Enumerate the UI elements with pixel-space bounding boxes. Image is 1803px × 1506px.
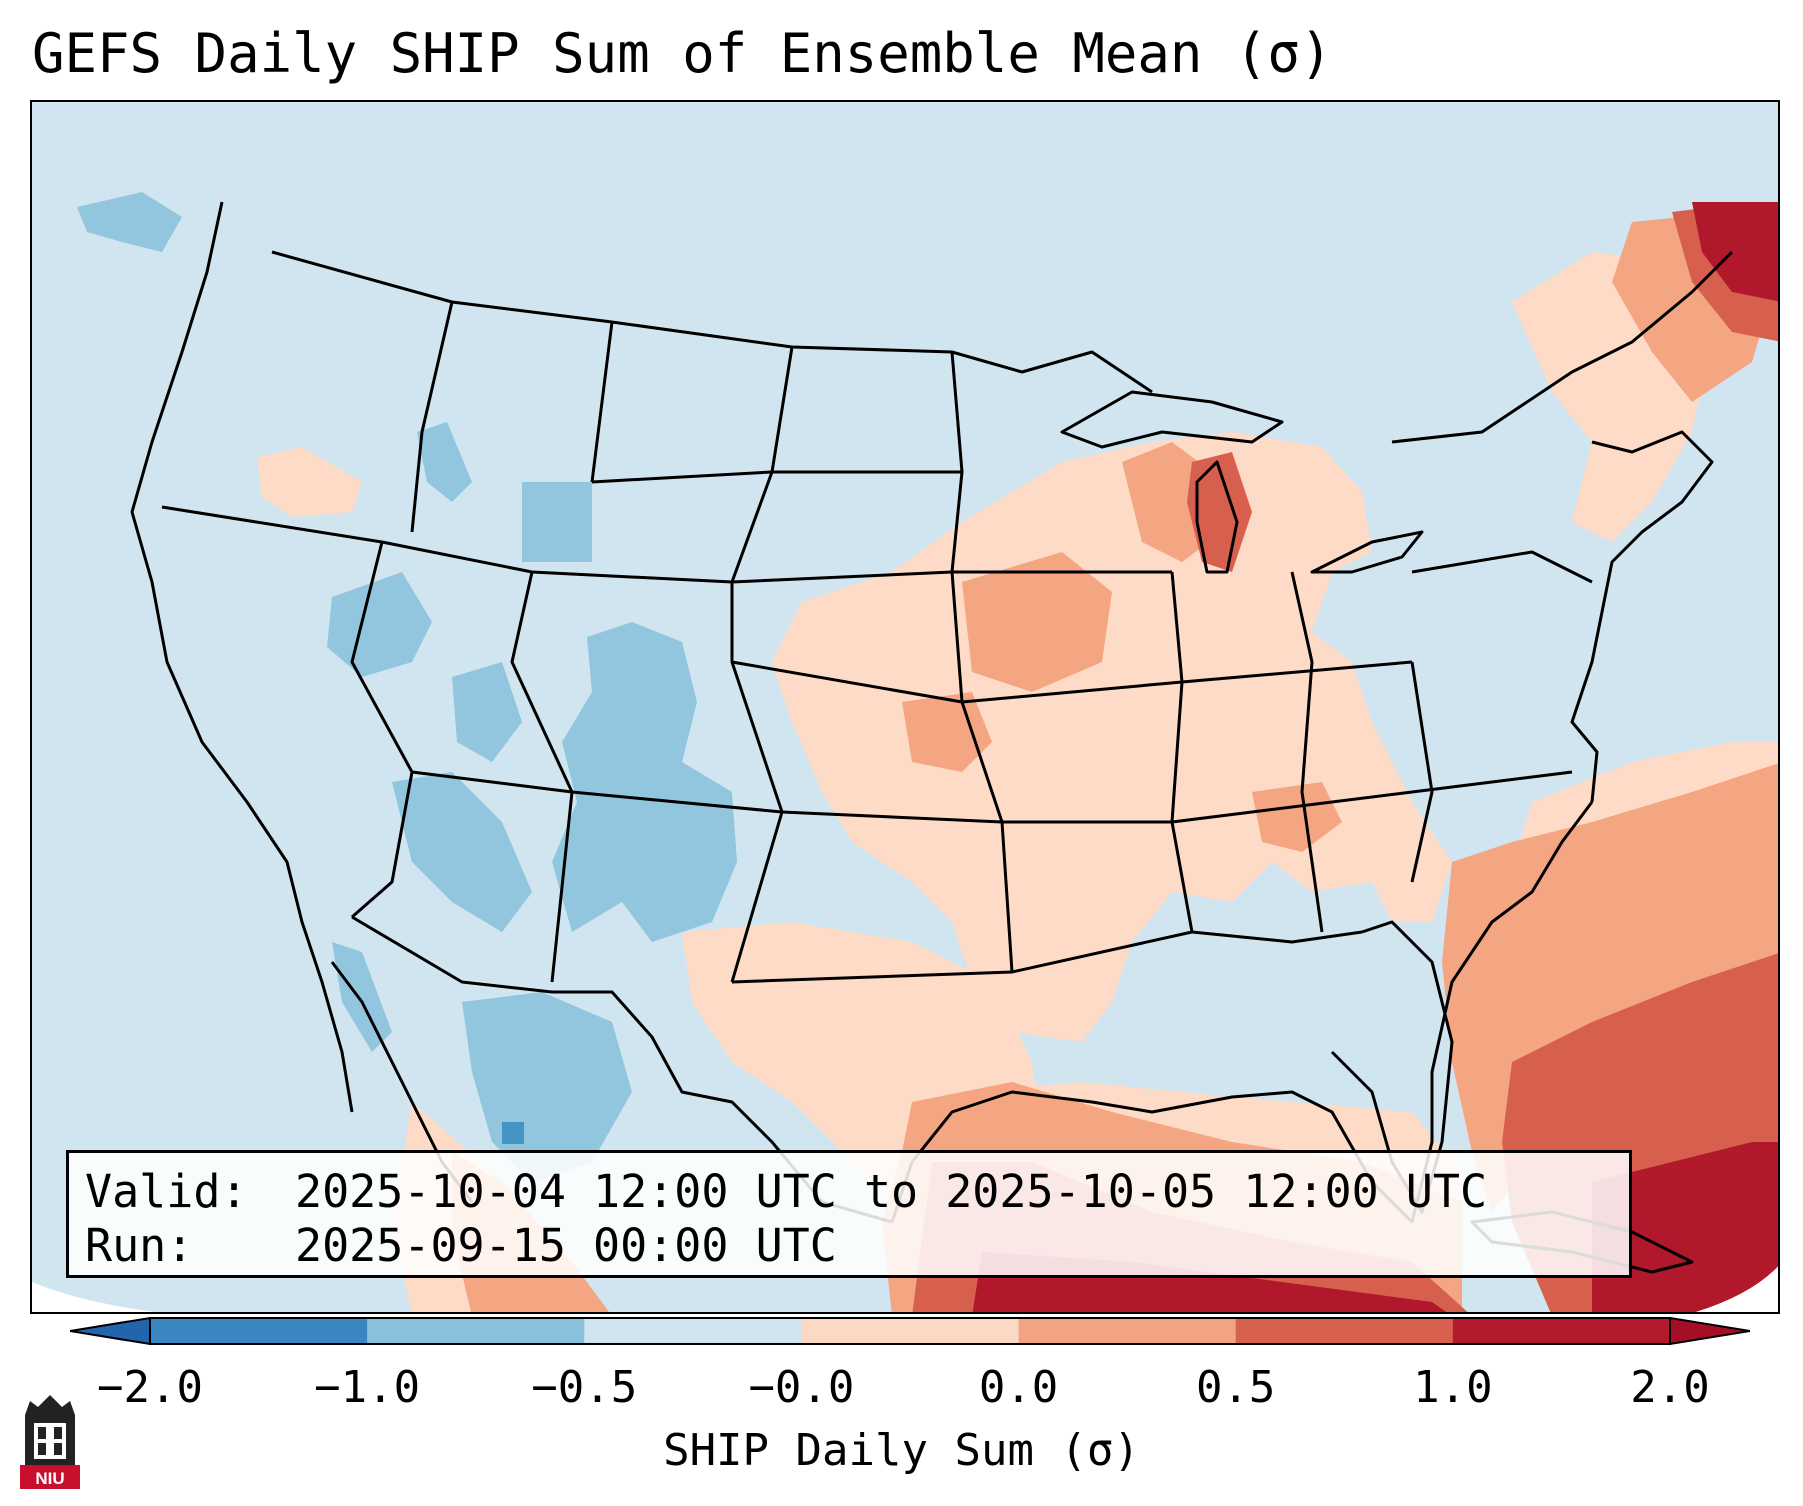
coastline-gulf — [890, 801, 1594, 1224]
border-north-1 — [410, 301, 454, 533]
niu-logo-banner — [20, 1465, 80, 1489]
coastline-atlantic — [1570, 430, 1714, 803]
colorbar — [70, 1316, 1750, 1346]
anomaly-blue-colorado — [552, 622, 737, 942]
colorbar-bin — [1452, 1318, 1671, 1344]
colorbar-bin — [150, 1318, 368, 1344]
colorbar-under-triangle — [70, 1316, 151, 1346]
projection-edge-blank-right — [1695, 1266, 1778, 1312]
coastline-pacific — [130, 201, 354, 1113]
border-east-3 — [1411, 550, 1593, 584]
state-borders — [130, 201, 1734, 1274]
valid-time-box: Valid: 2025-10-04 12:00 UTC to 2025-10-05… — [66, 1150, 1632, 1278]
colorbar-bin — [1235, 1318, 1454, 1344]
colorbar-bin — [367, 1318, 585, 1344]
colorbar-tick-label: −2.0 — [97, 1362, 203, 1413]
border-canada-east — [1391, 250, 1734, 444]
border-east-1 — [1290, 571, 1324, 933]
colorbar-tick-label: 1.0 — [1413, 1362, 1493, 1413]
negative-anomaly-areas — [77, 192, 737, 1182]
border-w-states-1 — [161, 505, 1172, 584]
map-title: GEFS Daily SHIP Sum of Ensemble Mean (σ) — [32, 22, 1333, 85]
border-w-states-3 — [350, 541, 414, 919]
border-w-states-6 — [950, 571, 1014, 973]
anomaly-blue-utah — [452, 662, 522, 762]
anomaly-blue-pacific-nw — [77, 192, 182, 252]
run-key: Run: — [85, 1219, 194, 1272]
anomaly-light-red-oregon — [257, 447, 362, 517]
valid-line: Valid: 2025-10-04 12:00 UTC to 2025-10-05… — [85, 1165, 1629, 1219]
colorbar-tick-label: 0.5 — [1195, 1362, 1276, 1413]
colorbar-tick-label: 2.0 — [1630, 1362, 1710, 1413]
border-plains-mid — [591, 470, 962, 484]
anomaly-deep-red-quebec — [1692, 202, 1778, 302]
colorbar-bin — [584, 1318, 802, 1344]
great-lakes-erie — [1310, 530, 1424, 574]
colorbar-over-triangle — [1669, 1316, 1750, 1346]
border-plains — [731, 930, 1363, 984]
border-canada — [271, 250, 1153, 394]
niu-logo: NIU — [20, 1395, 80, 1489]
anomaly-blue-arizona — [392, 772, 532, 932]
florida — [1330, 920, 1454, 1214]
valid-value: 2025-10-04 12:00 UTC to 2025-10-05 12:00… — [295, 1165, 1488, 1218]
colorbar-tick-label: 0.0 — [978, 1362, 1059, 1413]
anomaly-mid-blue-spot — [502, 1122, 524, 1144]
colorbar-tick-label: −0.5 — [531, 1362, 638, 1413]
anomaly-blue-idaho — [417, 422, 472, 502]
border-central-ns — [1170, 571, 1194, 933]
anomaly-mid-red-tennessee — [1252, 782, 1342, 852]
valid-key: Valid: — [85, 1165, 248, 1218]
border-w-states-5 — [730, 582, 784, 983]
great-lakes-michigan — [1195, 460, 1239, 574]
map-canvas — [32, 102, 1778, 1312]
anomaly-blue-baja — [332, 942, 392, 1052]
run-line: Run: 2025-09-15 00:00 UTC — [85, 1219, 1629, 1273]
colorbar-outline — [149, 1317, 1671, 1345]
colorbar-bin — [801, 1318, 1020, 1344]
anomaly-blue-nevada — [327, 572, 432, 677]
colorbar-bin — [1018, 1318, 1237, 1344]
anomaly-strong-red-lake-michigan — [1187, 452, 1252, 572]
anomaly-mid-red-kansas — [902, 692, 992, 772]
colorbar-bins — [150, 1318, 1671, 1344]
anomaly-mid-red-iowa — [962, 552, 1112, 692]
border-north-2 — [590, 321, 614, 483]
border-east-2 — [1410, 661, 1434, 883]
colorbar-label: SHIP Daily Sum (σ) — [663, 1425, 1140, 1476]
anomaly-light-red-central — [772, 432, 1452, 1042]
map-frame — [30, 100, 1780, 1314]
border-central-ew — [731, 660, 1413, 704]
projection-edge-blank — [32, 1282, 156, 1312]
colorbar-tick-label: −0.0 — [748, 1362, 855, 1413]
border-w-states-4 — [510, 571, 574, 983]
run-value: 2025-09-15 00:00 UTC — [295, 1219, 837, 1272]
great-lakes-superior — [1060, 390, 1284, 449]
colorbar-tick-label: −1.0 — [314, 1362, 421, 1413]
niu-logo-text: NIU — [35, 1469, 64, 1488]
anomaly-blue-wyoming — [522, 482, 592, 562]
